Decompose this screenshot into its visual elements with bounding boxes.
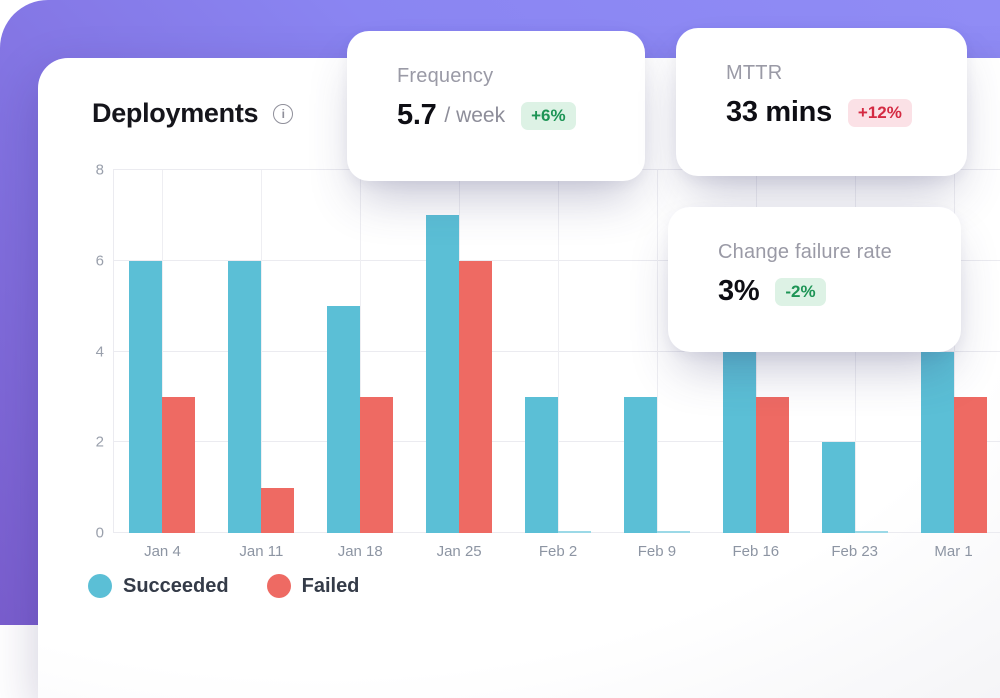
legend-item-failed[interactable]: Failed xyxy=(267,574,360,598)
x-tick-label: Jan 11 xyxy=(212,543,311,560)
bar-succeeded-jan-18[interactable] xyxy=(327,306,360,533)
bar-failed-jan-25[interactable] xyxy=(459,261,492,533)
metric-card-frequency: Frequency 5.7 / week +6% xyxy=(347,31,645,181)
bar-succeeded-feb-2[interactable] xyxy=(525,397,558,533)
x-tick-label: Feb 9 xyxy=(607,543,706,560)
bar-succeeded-mar-1[interactable] xyxy=(921,352,954,534)
bars xyxy=(311,170,410,533)
bar-group-jan-11 xyxy=(212,170,311,533)
x-tick-label: Feb 16 xyxy=(706,543,805,560)
legend-item-succeeded[interactable]: Succeeded xyxy=(88,574,229,598)
metric-value: 33 mins xyxy=(726,96,832,129)
y-tick-label: 6 xyxy=(96,253,104,268)
bars xyxy=(410,170,509,533)
bar-succeeded-feb-23[interactable] xyxy=(822,442,855,533)
bar-group-jan-25 xyxy=(410,170,509,533)
bar-succeeded-feb-16[interactable] xyxy=(723,352,756,534)
delta-badge: +12% xyxy=(848,99,912,127)
x-tick-label: Jan 25 xyxy=(410,543,509,560)
x-tick-label: Jan 18 xyxy=(311,543,410,560)
bar-failed-feb-16[interactable] xyxy=(756,397,789,533)
metric-label: Change failure rate xyxy=(718,241,941,264)
metric-row: 5.7 / week +6% xyxy=(397,99,625,132)
delta-badge: +6% xyxy=(521,102,576,130)
metric-card-change-failure-rate: Change failure rate 3% -2% xyxy=(668,207,961,352)
delta-badge: -2% xyxy=(775,278,825,306)
bar-succeeded-jan-11[interactable] xyxy=(228,261,261,533)
metric-row: 3% -2% xyxy=(718,275,941,308)
bars xyxy=(509,170,608,533)
metric-row: 33 mins +12% xyxy=(726,96,947,129)
metric-card-mttr: MTTR 33 mins +12% xyxy=(676,28,967,176)
bar-failed-jan-4[interactable] xyxy=(162,397,195,533)
y-tick-label: 4 xyxy=(96,344,104,359)
metric-value: 5.7 xyxy=(397,99,436,132)
info-icon[interactable]: i xyxy=(273,104,293,124)
bar-failed-feb-2[interactable] xyxy=(558,531,591,533)
x-tick-label: Mar 1 xyxy=(904,543,1000,560)
x-tick-label: Feb 23 xyxy=(805,543,904,560)
y-tick-label: 8 xyxy=(96,163,104,178)
bars xyxy=(212,170,311,533)
bar-failed-jan-18[interactable] xyxy=(360,397,393,533)
page-title: Deployments xyxy=(92,98,258,129)
bar-group-jan-4 xyxy=(113,170,212,533)
metric-label: MTTR xyxy=(726,62,947,85)
bars xyxy=(113,170,212,533)
x-tick-label: Feb 2 xyxy=(509,543,608,560)
legend-label: Failed xyxy=(302,575,360,598)
metric-unit: / week xyxy=(444,104,505,128)
chart-legend: Succeeded Failed xyxy=(88,574,359,598)
bar-group-jan-18 xyxy=(311,170,410,533)
metric-label: Frequency xyxy=(397,65,625,88)
bar-failed-mar-1[interactable] xyxy=(954,397,987,533)
legend-label: Succeeded xyxy=(123,575,229,598)
bar-failed-feb-9[interactable] xyxy=(657,531,690,533)
bar-failed-jan-11[interactable] xyxy=(261,488,294,533)
y-tick-label: 2 xyxy=(96,435,104,450)
bar-succeeded-jan-25[interactable] xyxy=(426,215,459,533)
failed-dot-icon xyxy=(267,574,291,598)
bar-succeeded-feb-9[interactable] xyxy=(624,397,657,533)
bar-failed-feb-23[interactable] xyxy=(855,531,888,533)
metric-value: 3% xyxy=(718,275,759,308)
succeeded-dot-icon xyxy=(88,574,112,598)
y-tick-label: 0 xyxy=(96,526,104,541)
x-tick-label: Jan 4 xyxy=(113,543,212,560)
bar-group-feb-2 xyxy=(509,170,608,533)
card-header: Deployments i xyxy=(92,98,293,129)
bar-succeeded-jan-4[interactable] xyxy=(129,261,162,533)
